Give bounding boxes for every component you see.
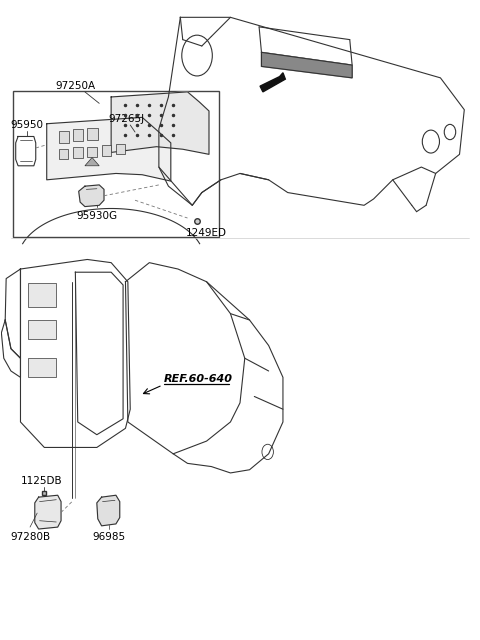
Bar bbox=[28, 283, 56, 307]
Text: 97280B: 97280B bbox=[10, 532, 50, 541]
Text: 97265J: 97265J bbox=[108, 115, 144, 124]
Text: 97250A: 97250A bbox=[55, 81, 96, 91]
Bar bbox=[13, 91, 218, 237]
Text: 1249ED: 1249ED bbox=[186, 228, 227, 238]
Polygon shape bbox=[85, 157, 99, 166]
Bar bbox=[87, 128, 98, 140]
Bar bbox=[59, 131, 69, 143]
Polygon shape bbox=[35, 495, 61, 529]
Bar bbox=[28, 358, 56, 378]
Polygon shape bbox=[262, 52, 352, 78]
Bar bbox=[28, 320, 56, 339]
Bar bbox=[59, 148, 68, 159]
Polygon shape bbox=[97, 495, 120, 526]
Text: 1125DB: 1125DB bbox=[21, 476, 63, 486]
Bar bbox=[73, 147, 83, 157]
Text: REF.60-640: REF.60-640 bbox=[164, 374, 233, 384]
Polygon shape bbox=[79, 185, 104, 207]
Bar bbox=[87, 147, 97, 157]
Polygon shape bbox=[260, 73, 285, 92]
Text: 95950: 95950 bbox=[10, 120, 43, 130]
Bar bbox=[73, 129, 84, 141]
Text: 96985: 96985 bbox=[92, 532, 125, 541]
Bar bbox=[102, 145, 111, 156]
Polygon shape bbox=[47, 117, 171, 181]
Polygon shape bbox=[111, 92, 209, 154]
Bar bbox=[116, 144, 125, 154]
Text: 95930G: 95930G bbox=[76, 211, 118, 221]
